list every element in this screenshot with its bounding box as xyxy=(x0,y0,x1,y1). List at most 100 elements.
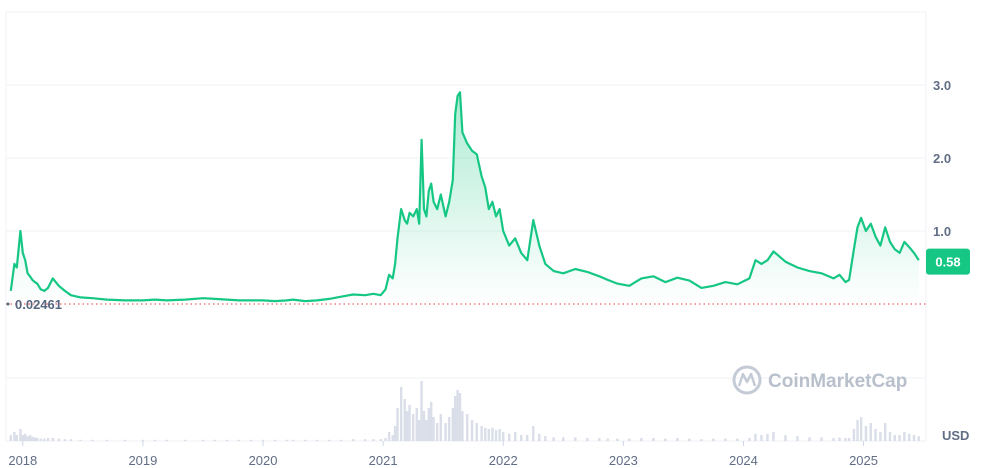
volume-bar xyxy=(869,423,872,441)
x-tick-label: 2024 xyxy=(729,453,758,468)
volume-bar xyxy=(285,439,289,441)
volume-bar xyxy=(736,438,739,441)
volume-bar xyxy=(502,432,505,441)
volume-bar xyxy=(24,433,27,441)
volume-bar xyxy=(874,429,877,441)
volume-bar xyxy=(46,438,50,441)
baseline-marker xyxy=(6,302,10,306)
volume-bar xyxy=(538,433,541,441)
volume-bar xyxy=(487,429,491,441)
volume-bar xyxy=(470,420,474,441)
volume-bar xyxy=(917,436,920,441)
x-tick-label: 2025 xyxy=(849,453,878,468)
volume-bar xyxy=(183,439,187,441)
volume-bar xyxy=(552,437,555,441)
volume-bar xyxy=(832,438,835,441)
volume-bar xyxy=(439,414,442,441)
volume-bar xyxy=(628,438,631,441)
x-tick-label: 2023 xyxy=(609,453,638,468)
volume-bar xyxy=(838,437,841,441)
volume-bar xyxy=(444,423,447,441)
volume-bar xyxy=(852,429,856,441)
volume-bar xyxy=(273,439,277,441)
volume-bar xyxy=(415,408,418,441)
volume-bar xyxy=(447,417,451,441)
volume-bar xyxy=(379,439,382,441)
volume-bar xyxy=(688,438,691,441)
price-area xyxy=(10,92,919,304)
volume-bar xyxy=(141,439,145,441)
volume-bar xyxy=(26,436,29,441)
volume-bar xyxy=(475,423,479,441)
volume-bar xyxy=(903,432,906,441)
volume-bar xyxy=(79,439,82,441)
volume-bar xyxy=(508,433,511,441)
watermark-text: CoinMarketCap xyxy=(768,371,907,392)
volume-bar xyxy=(405,411,409,441)
volume-bar xyxy=(461,411,464,441)
volume-bar xyxy=(315,439,319,441)
volume-bar xyxy=(351,439,355,441)
volume-bar xyxy=(422,411,426,441)
volume-bar xyxy=(664,438,667,441)
y-tick-label: 3.0 xyxy=(933,78,951,93)
x-axis: 2018 2019 2020 2021 2022 2023 2024 2025 xyxy=(8,441,878,468)
volume-bar xyxy=(429,402,433,441)
volume-bar xyxy=(772,432,775,441)
volume-bar xyxy=(327,439,331,441)
volume-bar xyxy=(28,435,32,441)
volume-bar xyxy=(21,435,25,441)
volume-bar xyxy=(598,438,601,441)
x-tick-label: 2018 xyxy=(8,453,37,468)
volume-bar xyxy=(225,439,229,441)
volume-bar xyxy=(31,436,34,441)
volume-bar xyxy=(856,420,859,441)
volume-bar xyxy=(724,438,727,441)
volume-bar xyxy=(408,405,411,441)
y-tick-label: 1.0 xyxy=(933,224,951,239)
volume-bar xyxy=(363,439,367,441)
volume-bar xyxy=(9,435,13,441)
volume-bar xyxy=(261,439,265,441)
volume-bar xyxy=(760,435,763,441)
volume-bar xyxy=(372,439,375,441)
volume-bar xyxy=(820,437,823,441)
volume-bar xyxy=(498,429,501,441)
volume-bar xyxy=(532,426,535,441)
watermark: CoinMarketCap xyxy=(732,365,907,395)
y-tick-label: 2.0 xyxy=(933,151,951,166)
volume-bar xyxy=(888,432,892,441)
volume-bar xyxy=(480,426,483,441)
volume-bar xyxy=(754,433,757,441)
volume-bar xyxy=(451,408,454,441)
volume-bar xyxy=(13,432,16,441)
volume-bar xyxy=(91,439,94,441)
volume-bar xyxy=(411,414,415,441)
volume-bar xyxy=(403,399,406,441)
volume-bar xyxy=(640,438,643,441)
volume-bar xyxy=(165,439,169,441)
volume-bar xyxy=(237,439,241,441)
volume-bar xyxy=(43,438,46,441)
volume-bar xyxy=(907,433,911,441)
volume-bar xyxy=(606,438,609,441)
volume-bar xyxy=(213,439,217,441)
volume-bar xyxy=(384,438,387,441)
volume-bar xyxy=(63,439,67,441)
volume-bar xyxy=(864,426,868,441)
volume-bar xyxy=(898,435,901,441)
x-tick-label: 2020 xyxy=(249,453,278,468)
volume-bar xyxy=(544,436,547,441)
volume-bar xyxy=(453,396,457,441)
volume-bar xyxy=(748,438,751,441)
plot-frame xyxy=(5,11,927,442)
x-tick-label: 2022 xyxy=(489,453,518,468)
volume-bar xyxy=(520,435,523,441)
volume-bar xyxy=(427,408,430,441)
unit-label: USD xyxy=(942,428,969,443)
volume-bar xyxy=(466,414,469,441)
volume-bar xyxy=(291,439,295,441)
volume-bar xyxy=(391,435,394,441)
volume-bar xyxy=(19,429,22,441)
